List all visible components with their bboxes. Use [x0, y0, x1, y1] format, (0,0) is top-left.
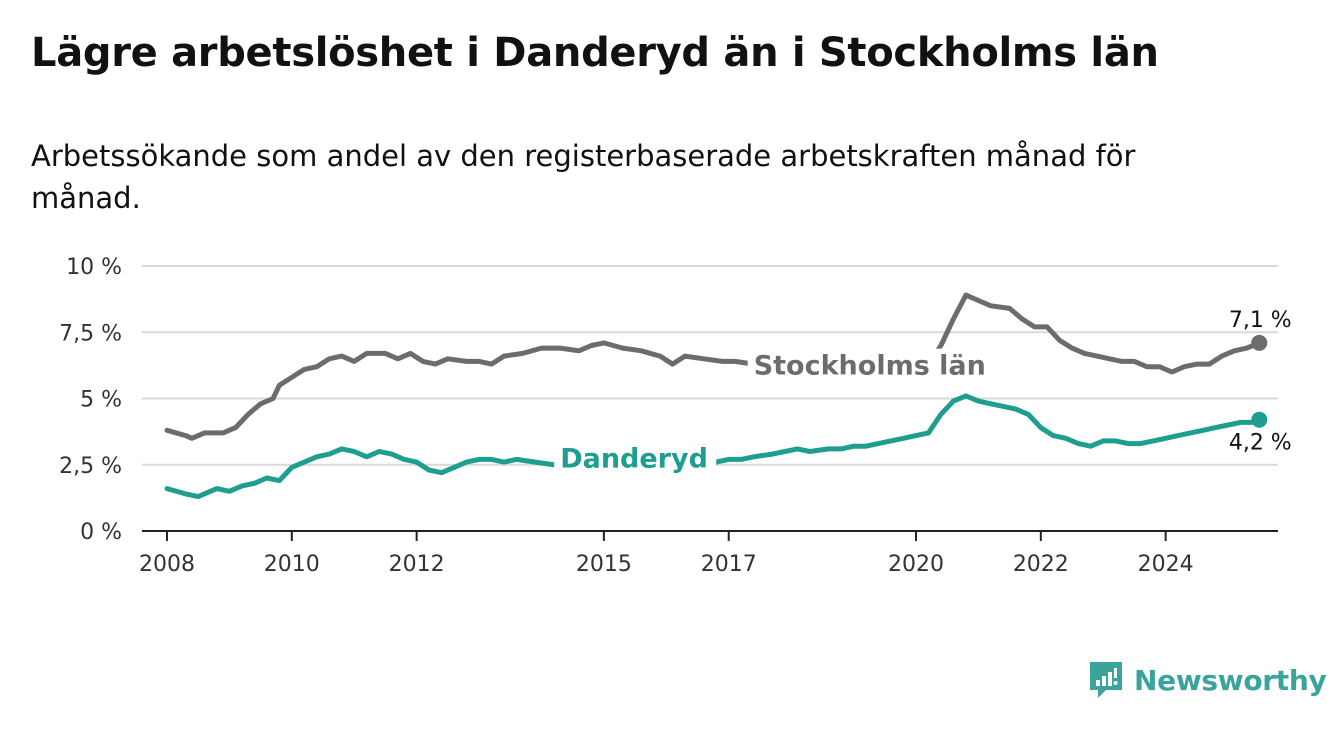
x-axis-ticks: 2008 2010 2012 2015 2017 2020 2022 2024	[139, 531, 1194, 577]
x-tick-label: 2012	[389, 552, 445, 577]
x-tick-label: 2020	[888, 552, 944, 577]
x-tick-label: 2017	[701, 552, 757, 577]
x-tick-label: 2015	[576, 552, 632, 577]
series-labels: 7,1 % Stockholms län 4,2 % Danderyd	[554, 308, 1292, 476]
chart-subtitle: Arbetssökande som andel av den registerb…	[31, 139, 1136, 215]
series-end-label: 4,2 %	[1229, 431, 1292, 456]
chart-title: Lägre arbetslöshet i Danderyd än i Stock…	[31, 30, 1159, 76]
x-tick-label: 2024	[1138, 552, 1194, 577]
series-end-point	[1251, 334, 1268, 351]
series-label-background	[554, 441, 717, 476]
x-tick-label: 2022	[1013, 552, 1069, 577]
x-tick-label: 2008	[139, 552, 195, 577]
brand-logo[interactable]: Newsworthy	[1088, 660, 1327, 700]
series-lines	[164, 292, 1268, 500]
series-label-background	[747, 348, 990, 383]
brand-name: Newsworthy	[1134, 663, 1327, 697]
y-tick-label: 10 %	[66, 255, 122, 280]
newsworthy-logo-icon	[1090, 662, 1122, 698]
series-name-label: Danderyd	[560, 443, 708, 474]
y-tick-label: 2,5 %	[59, 454, 122, 479]
series-line	[164, 292, 1262, 441]
series-line	[164, 393, 1262, 500]
y-tick-label: 5 %	[80, 388, 122, 413]
y-axis-ticks: 0 % 2,5 % 5 % 7,5 % 10 %	[59, 255, 122, 545]
y-tick-label: 0 %	[80, 520, 122, 545]
series-end-point	[1251, 411, 1268, 428]
series-end-label: 7,1 %	[1229, 308, 1292, 333]
x-tick-label: 2010	[264, 552, 320, 577]
series-name-label: Stockholms län	[754, 351, 986, 382]
y-tick-label: 7,5 %	[59, 321, 122, 346]
grid-lines	[142, 265, 1278, 466]
